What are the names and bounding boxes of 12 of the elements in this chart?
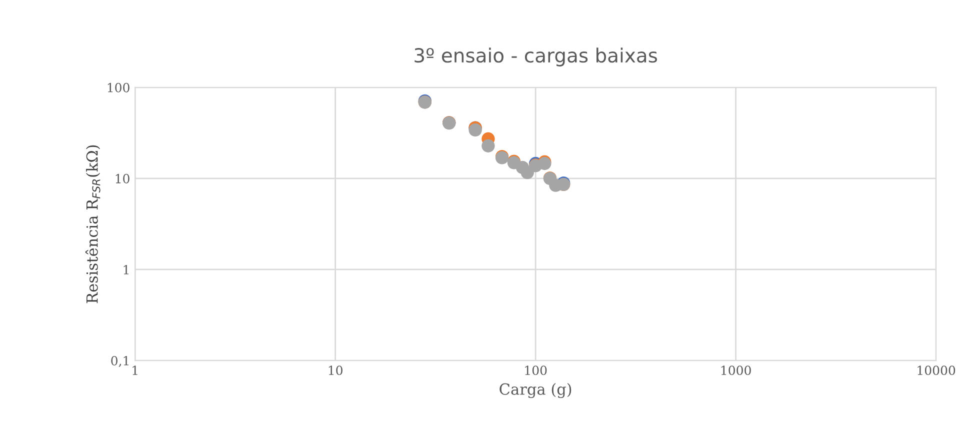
y-tick-label: 0,1 [111, 356, 128, 367]
x-axis-title: Carga (g) [500, 383, 572, 398]
y-tick-label: 1 [124, 264, 128, 274]
chart-title: 3º ensaio - cargas baixas [414, 48, 658, 66]
y-axis-title: Resistência R$_{FSR}$(kΩ) [85, 145, 100, 304]
x-tick-label: 10000 [918, 366, 956, 376]
x-tick-label: 1 [132, 366, 138, 375]
y-tick-label: 100 [108, 82, 130, 92]
x-tick-label: 10 [328, 366, 342, 376]
y-tick-label: 10 [116, 174, 130, 184]
x-tick-label: 100 [525, 366, 547, 376]
x-tick-label: 1000 [721, 366, 751, 376]
